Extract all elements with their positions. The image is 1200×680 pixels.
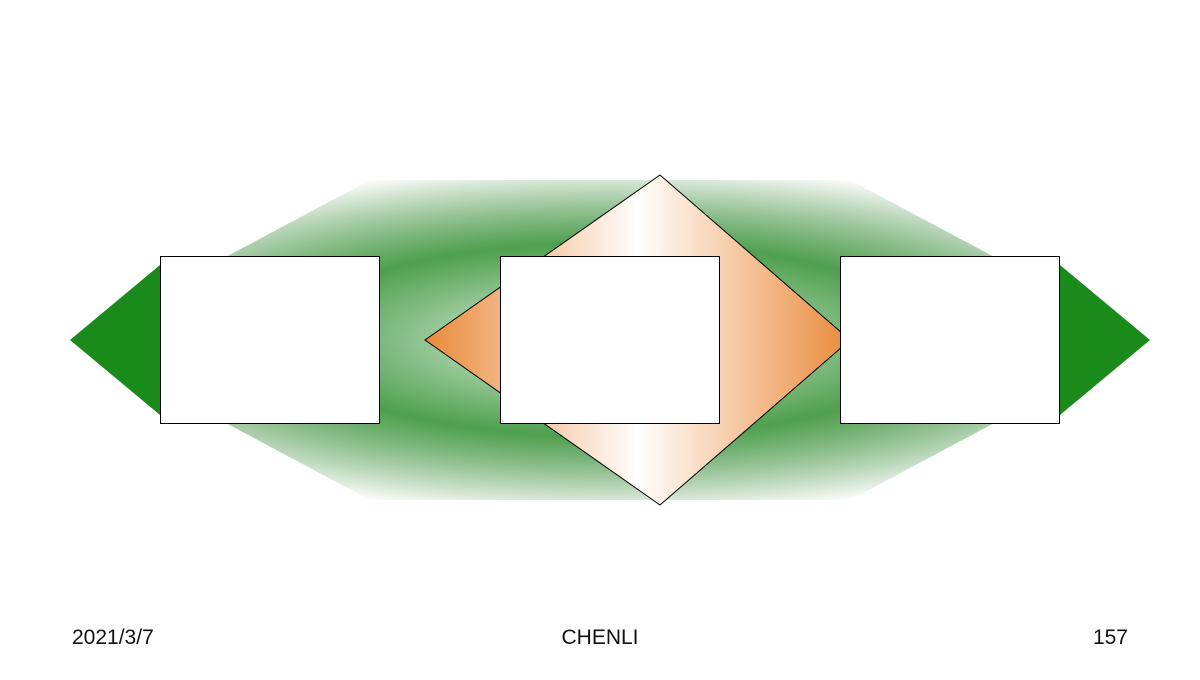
- placeholder-box-right: [840, 256, 1060, 424]
- placeholder-box-left: [160, 256, 380, 424]
- right-arrow-tip: [1060, 265, 1150, 415]
- footer-date: 2021/3/7: [72, 626, 424, 650]
- slide-footer: 2021/3/7 CHENLI 157: [0, 626, 1200, 650]
- footer-author: CHENLI: [424, 626, 776, 650]
- left-arrow-tip: [70, 265, 160, 415]
- slide-stage: [0, 0, 1200, 680]
- footer-page-number: 157: [776, 626, 1128, 650]
- placeholder-box-center: [500, 256, 720, 424]
